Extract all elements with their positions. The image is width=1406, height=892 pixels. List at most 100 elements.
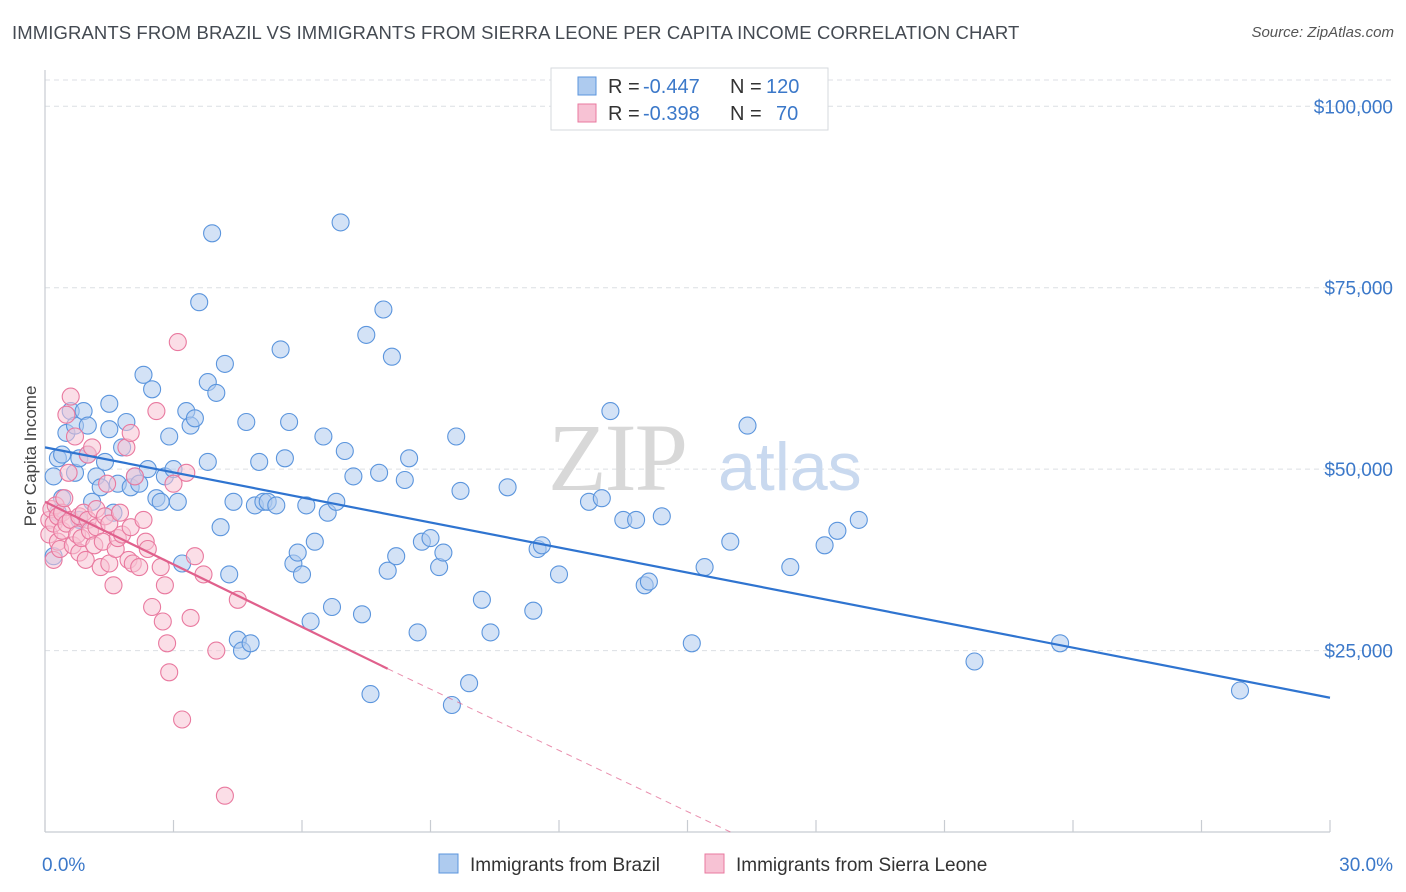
y-tick-label: $25,000 (1324, 642, 1393, 663)
point-sierra-leone (98, 474, 117, 493)
point-brazil (327, 492, 346, 511)
point-brazil (203, 224, 222, 243)
point-brazil (305, 532, 324, 551)
point-sierra-leone (215, 786, 234, 805)
point-brazil (220, 565, 239, 584)
legend-r-value-sierra-leone: -0.398 (643, 103, 700, 125)
point-brazil (100, 420, 119, 439)
point-brazil (965, 652, 984, 671)
point-brazil (271, 340, 290, 359)
point-sierra-leone (168, 333, 187, 352)
legend-n-label-brazil: N = (730, 76, 762, 98)
point-sierra-leone (185, 547, 204, 566)
point-brazil (237, 412, 256, 432)
legend-n-label-sierra-leone: N = (730, 103, 762, 125)
point-sierra-leone (173, 710, 192, 729)
point-brazil (344, 467, 363, 486)
point-sierra-leone (147, 402, 166, 421)
point-brazil (241, 634, 260, 653)
point-brazil (421, 529, 440, 548)
bottom-legend-label-brazil: Immigrants from Brazil (470, 855, 660, 876)
stats-legend: R = -0.447 N = 120 R = -0.398 N = 70 (550, 67, 829, 131)
watermark-zip: ZIP (548, 404, 686, 511)
point-brazil (395, 470, 414, 490)
point-brazil (160, 427, 179, 446)
point-brazil (78, 416, 97, 435)
point-brazil (335, 441, 354, 461)
point-brazil (387, 547, 406, 566)
point-brazil (288, 543, 307, 562)
point-brazil (374, 300, 393, 319)
point-brazil (652, 507, 671, 526)
point-brazil (143, 380, 162, 399)
point-sierra-leone (207, 641, 226, 660)
y-tick-label: $100,000 (1314, 97, 1393, 118)
y-axis-label: Per Capita Income (21, 386, 40, 527)
point-brazil (297, 496, 316, 515)
point-sierra-leone (76, 550, 95, 569)
point-brazil (451, 481, 470, 500)
point-sierra-leone (155, 576, 174, 595)
point-sierra-leone (55, 489, 74, 508)
point-sierra-leone (57, 405, 76, 424)
point-brazil (738, 416, 757, 435)
point-brazil (275, 449, 294, 468)
watermark: ZIP atlas (548, 404, 862, 511)
point-brazil (134, 365, 153, 384)
trend-lines (44, 446, 1331, 833)
point-brazil (292, 565, 312, 584)
trend-line-brazil (44, 446, 1331, 699)
point-brazil (211, 518, 230, 537)
legend-n-value-brazil: 120 (766, 76, 799, 98)
point-brazil (721, 532, 740, 551)
point-brazil (472, 590, 491, 609)
point-brazil (95, 452, 115, 471)
point-brazil (151, 492, 170, 511)
point-brazil (549, 565, 569, 584)
point-sierra-leone (130, 558, 149, 577)
watermark-atlas: atlas (718, 429, 862, 505)
legend-r-label-brazil: R = (608, 76, 640, 98)
point-brazil (250, 452, 269, 471)
point-sierra-leone (61, 387, 80, 406)
legend-n-value-sierra-leone: 70 (776, 103, 798, 125)
point-brazil (781, 558, 800, 577)
point-sierra-leone (125, 467, 144, 486)
point-brazil (498, 478, 517, 497)
point-brazil (322, 597, 342, 617)
point-brazil (331, 213, 350, 232)
point-brazil (378, 561, 397, 580)
point-brazil (198, 452, 217, 471)
point-brazil (267, 496, 286, 515)
point-brazil (44, 467, 63, 486)
point-brazil (408, 623, 427, 642)
point-brazil (434, 543, 453, 562)
y-tick-label: $50,000 (1324, 460, 1393, 481)
point-brazil (828, 521, 847, 540)
y-tick-label: $75,000 (1324, 279, 1393, 300)
point-sierra-leone (181, 608, 200, 627)
point-sierra-leone (121, 423, 140, 442)
legend-swatch-sierra-leone (577, 103, 597, 123)
point-brazil (695, 558, 714, 577)
trend-extension-sierra-leone (387, 668, 731, 833)
point-brazil (442, 695, 461, 715)
point-brazil (168, 492, 187, 511)
point-brazil (639, 572, 658, 591)
grid-lines (45, 79, 1395, 652)
legend-swatch-brazil (577, 76, 597, 96)
series-legend: Immigrants from Brazil Immigrants from S… (438, 853, 987, 876)
point-brazil (190, 293, 209, 312)
point-sierra-leone (153, 612, 172, 631)
chart-title: IMMIGRANTS FROM BRAZIL VS IMMIGRANTS FRO… (12, 22, 1020, 43)
data-points (40, 213, 1250, 805)
point-brazil (481, 623, 500, 642)
point-brazil (815, 536, 834, 555)
point-brazil (314, 427, 333, 446)
point-brazil (601, 402, 620, 421)
point-sierra-leone (164, 474, 183, 493)
point-brazil (627, 510, 646, 529)
point-sierra-leone (158, 634, 177, 653)
point-sierra-leone (83, 438, 102, 457)
